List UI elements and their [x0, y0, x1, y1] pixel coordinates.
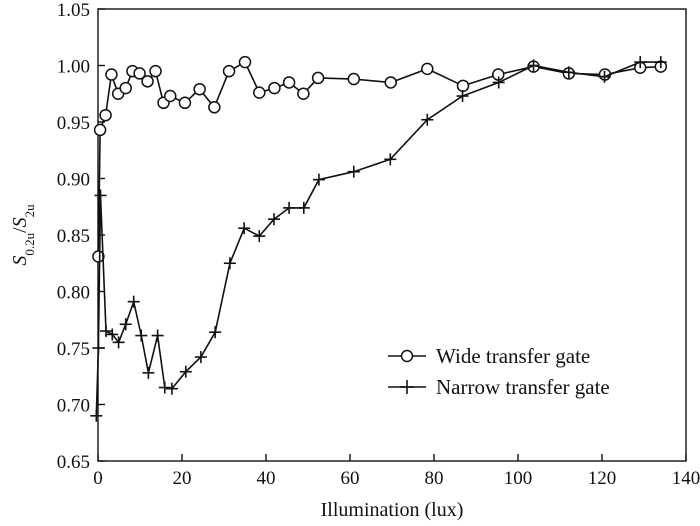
- data-point-narrow: [347, 165, 360, 178]
- data-point-narrow: [135, 329, 148, 342]
- y-label-den-sub: 2u: [22, 204, 37, 218]
- data-point-wide: [141, 75, 154, 88]
- y-tick-label: 0.75: [57, 339, 90, 360]
- data-point-narrow: [312, 173, 325, 186]
- data-point-wide: [347, 72, 361, 86]
- legend: Wide transfer gate Narrow transfer gate: [388, 344, 610, 399]
- data-point-narrow: [384, 153, 397, 166]
- x-tick-label: 40: [257, 468, 276, 489]
- y-tick-label: 0.90: [57, 170, 90, 191]
- legend-narrow-label: Narrow transfer gate: [436, 375, 610, 399]
- x-tick-label: 0: [93, 468, 103, 489]
- y-tick-label: 1.00: [57, 57, 90, 78]
- x-tick-label: 80: [425, 468, 444, 489]
- data-point-wide: [178, 96, 192, 110]
- data-point-wide: [149, 64, 162, 78]
- series-narrow: [90, 56, 667, 422]
- series-layer: [90, 55, 668, 422]
- data-point-narrow: [634, 56, 647, 69]
- data-point-narrow: [92, 342, 105, 354]
- data-point-narrow: [253, 230, 266, 243]
- data-point-narrow: [283, 201, 296, 214]
- legend-wide-label: Wide transfer gate: [436, 344, 590, 368]
- data-point-wide: [208, 101, 221, 114]
- data-point-wide: [238, 55, 252, 69]
- data-point-narrow: [127, 295, 140, 308]
- data-point-wide: [222, 64, 236, 78]
- y-label-slash: /: [9, 227, 31, 233]
- data-point-wide: [93, 123, 107, 137]
- data-point-wide: [163, 89, 177, 103]
- data-point-narrow: [179, 365, 192, 378]
- data-point-narrow: [527, 59, 540, 72]
- legend-wide-marker: [400, 349, 414, 363]
- data-point-wide: [282, 76, 296, 89]
- data-point-narrow: [492, 76, 505, 89]
- data-point-narrow: [223, 257, 236, 270]
- y-label-num-sub: 0.2u: [22, 232, 37, 255]
- y-tick-label: 0.85: [57, 226, 90, 247]
- data-point-narrow: [194, 351, 207, 364]
- y-label-s: S: [9, 256, 31, 266]
- y-tick-label: 0.95: [57, 113, 90, 134]
- data-point-narrow: [142, 366, 155, 379]
- data-point-narrow: [106, 328, 119, 341]
- x-tick-label: 60: [341, 468, 360, 489]
- y-tick-label: 0.65: [57, 452, 90, 473]
- data-point-wide: [92, 250, 105, 263]
- data-point-narrow: [654, 56, 667, 69]
- data-point-narrow: [99, 325, 112, 338]
- data-point-narrow: [151, 329, 164, 342]
- data-point-narrow: [209, 326, 222, 339]
- x-tick-label: 100: [504, 468, 533, 489]
- series-wide: [92, 55, 668, 263]
- data-point-narrow: [267, 213, 280, 226]
- data-point-wide: [311, 71, 325, 85]
- data-point-narrow: [456, 90, 469, 103]
- data-point-narrow: [119, 318, 132, 331]
- data-point-wide: [193, 82, 206, 96]
- data-point-narrow: [165, 382, 178, 395]
- data-point-wide: [119, 81, 132, 95]
- data-point-narrow: [94, 189, 107, 202]
- data-point-narrow: [562, 66, 575, 79]
- data-point-narrow: [238, 222, 251, 235]
- data-point-wide: [456, 79, 470, 93]
- x-tick-label: 120: [588, 468, 617, 489]
- data-point-wide: [421, 62, 434, 76]
- y-tick-label: 0.70: [57, 396, 90, 417]
- data-point-wide: [268, 81, 281, 95]
- data-point-narrow: [158, 381, 171, 394]
- x-axis: 0 20 40 60 80 100 120 140: [93, 454, 700, 489]
- data-point-wide: [105, 68, 118, 81]
- data-point-narrow: [598, 70, 611, 83]
- data-point-wide: [297, 87, 310, 100]
- data-point-narrow: [421, 113, 434, 126]
- data-point-wide: [133, 67, 146, 80]
- y-tick-label: 0.80: [57, 283, 90, 304]
- x-tick-label: 20: [173, 468, 192, 489]
- y-axis-label: S0.2u/S2u: [9, 204, 37, 266]
- x-axis-label: Illumination (lux): [321, 499, 464, 521]
- data-point-wide: [99, 108, 112, 122]
- series-wide-line: [97, 60, 661, 257]
- x-tick-label: 140: [672, 468, 700, 489]
- data-point-narrow: [90, 409, 103, 422]
- y-tick-label: 1.05: [57, 0, 90, 21]
- data-point-wide: [253, 86, 266, 99]
- y-label-s2: S: [9, 217, 31, 227]
- data-point-narrow: [112, 336, 125, 349]
- data-point-narrow: [297, 201, 310, 214]
- data-point-wide: [384, 76, 397, 89]
